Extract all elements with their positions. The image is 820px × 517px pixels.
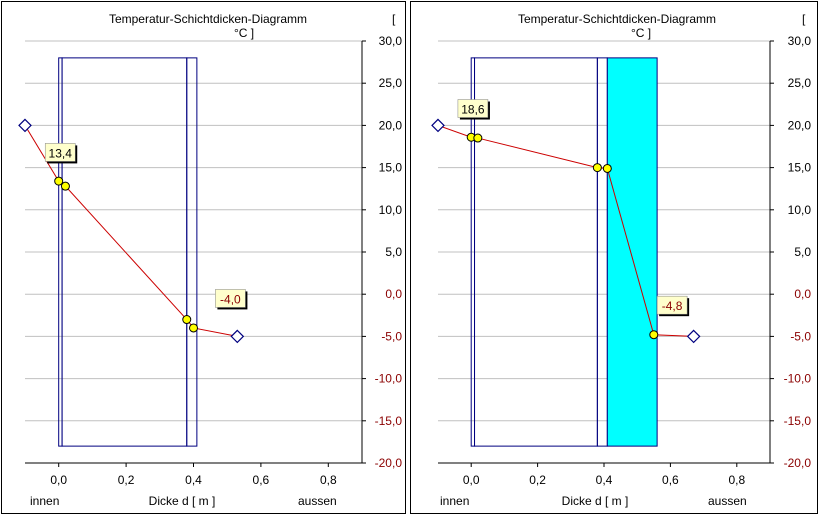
chart-2-layer-3 [606, 57, 658, 447]
chart-2-x-tick-label-3: 0,6 [662, 473, 679, 487]
chart-1-x-tick-label-3: 0,6 [253, 473, 270, 487]
chart-1-y-tick-label-3: 15,0 [379, 161, 403, 175]
chart-2-outside-label: aussen [708, 494, 747, 508]
chart-2-x-tick-label-2: 0,4 [596, 473, 613, 487]
chart-1-y-tick-label-6: 0,0 [385, 287, 402, 301]
chart-1-inside-label: innen [30, 494, 59, 508]
chart-2-y-tick-label-1: 25,0 [788, 76, 812, 90]
chart-1-y-tick-label-5: 5,0 [385, 245, 402, 259]
chart-1-x-tick-label-2: 0,4 [185, 473, 202, 487]
chart-1-unit-label: °C ] [234, 26, 254, 40]
chart-svg-right: Temperatur-Schichtdicken-Diagramm [ °C ] 30… [431, 12, 812, 508]
chart-1-title: Temperatur-Schichtdicken-Diagramm [109, 12, 307, 26]
chart-2-data-label-0: 18,6 [461, 103, 485, 117]
chart-2-air-point-0 [431, 118, 445, 133]
chart-2-data-point-3 [592, 163, 602, 173]
chart-2-data-label-box-1 [656, 295, 688, 315]
chart-2-unit-label: °C ] [631, 26, 651, 40]
chart-1-data-label-1: -4,0 [220, 292, 241, 306]
chart-panel-right: Temperatur-Schichtdicken-Diagramm [ °C ] 30… [410, 1, 818, 514]
chart-panel-left: Temperatur-Schichtdicken-Diagramm [ °C ] 30… [1, 1, 406, 514]
chart-1-x-tick-label-1: 0,2 [118, 473, 135, 487]
chart-1-y-tick-label-9: -15,0 [375, 414, 403, 428]
chart-2-inside-label: innen [440, 494, 469, 508]
chart-1-x-axis-label: Dicke d [ m ] [149, 494, 216, 508]
chart-1-air-point-0 [18, 118, 32, 133]
chart-1-temperature-line [24, 125, 238, 337]
chart-2-data-label-1: -4,8 [662, 299, 683, 313]
chart-2-x-tick-label-0: 0,0 [463, 473, 480, 487]
chart-1-data-point-3 [182, 315, 192, 325]
chart-2-y-tick-label-7: -5,0 [790, 329, 811, 343]
chart-1-data-label-0: 13,4 [49, 146, 73, 160]
chart-2-y-tick-label-8: -10,0 [784, 372, 812, 386]
chart-1-data-point-4 [189, 323, 198, 333]
chart-2-y-tick-label-3: 15,0 [788, 161, 812, 175]
chart-2-y-tick-label-10: -20,0 [784, 456, 812, 470]
chart-1-air-point-5 [230, 329, 245, 344]
chart-1-x-tick-label-0: 0,0 [50, 473, 67, 487]
chart-2-y-tick-label-9: -15,0 [784, 414, 812, 428]
chart-2-x-axis-label: Dicke d [ m ] [562, 494, 629, 508]
chart-1-x-tick-label-4: 0,8 [320, 473, 337, 487]
chart-2-y-tick-label-2: 20,0 [788, 118, 812, 132]
chart-2-air-point-6 [686, 329, 701, 344]
chart-1-y-tick-label-4: 10,0 [379, 203, 403, 217]
chart-1-y-tick-label-2: 20,0 [379, 118, 403, 132]
chart-2-data-point-4 [602, 163, 612, 173]
chart-1-y-tick-label-7: -5,0 [381, 329, 402, 343]
chart-1-data-label-box-1 [215, 289, 246, 308]
chart-2-data-point-5 [649, 330, 659, 340]
chart-1-data-label-box-0 [44, 143, 76, 162]
chart-1-layer-2 [186, 57, 198, 447]
chart-1-y-tick-label-1: 25,0 [379, 76, 403, 90]
chart-svg-left: Temperatur-Schichtdicken-Diagramm [ °C ] 30… [18, 12, 403, 508]
chart-1-unit-bracket: [ [392, 12, 396, 26]
chart-1-data-point-2 [60, 181, 70, 191]
chart-1-y-tick-label-8: -10,0 [375, 372, 403, 386]
chart-2-data-label-box-0 [457, 99, 489, 118]
chart-1-y-tick-label-0: 30,0 [379, 34, 403, 48]
chart-1-y-tick-label-10: -20,0 [375, 456, 403, 470]
chart-2-unit-bracket: [ [802, 12, 806, 26]
chart-2-y-tick-label-6: 0,0 [794, 287, 811, 301]
chart-1-outside-label: aussen [298, 494, 337, 508]
chart-2-y-tick-label-4: 10,0 [788, 203, 812, 217]
chart-1-data-point-1 [54, 176, 64, 186]
chart-2-data-point-2 [473, 133, 483, 143]
chart-2-title: Temperatur-Schichtdicken-Diagramm [518, 12, 716, 26]
chart-2-y-tick-label-0: 30,0 [788, 34, 812, 48]
chart-2-x-tick-label-4: 0,8 [728, 473, 745, 487]
chart-2-x-tick-label-1: 0,2 [529, 473, 546, 487]
chart-2-y-tick-label-5: 5,0 [794, 245, 811, 259]
